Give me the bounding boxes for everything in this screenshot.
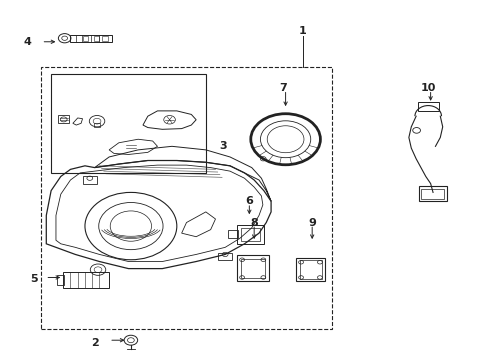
Bar bbox=[421, 189, 443, 199]
Bar bbox=[218, 253, 232, 260]
Bar bbox=[82, 176, 97, 184]
Bar bbox=[94, 123, 100, 127]
Bar bbox=[58, 116, 69, 123]
Bar bbox=[417, 102, 438, 111]
Bar bbox=[240, 228, 260, 241]
Bar bbox=[102, 36, 108, 41]
Bar bbox=[57, 275, 64, 285]
Bar bbox=[82, 36, 88, 41]
Bar bbox=[299, 260, 321, 279]
Text: 6: 6 bbox=[245, 196, 253, 206]
Text: 9: 9 bbox=[307, 217, 315, 228]
Bar bbox=[63, 272, 109, 288]
Bar bbox=[41, 67, 331, 329]
Text: 1: 1 bbox=[298, 26, 306, 36]
Text: 5: 5 bbox=[30, 274, 38, 284]
Bar bbox=[241, 259, 264, 278]
Bar bbox=[418, 186, 446, 201]
Text: 8: 8 bbox=[250, 217, 258, 228]
Bar bbox=[227, 230, 238, 238]
Text: 7: 7 bbox=[279, 83, 286, 93]
Bar bbox=[94, 36, 99, 41]
Text: 2: 2 bbox=[91, 338, 98, 348]
Text: 10: 10 bbox=[420, 83, 435, 93]
Bar bbox=[237, 256, 268, 281]
Bar bbox=[51, 74, 205, 173]
Text: 3: 3 bbox=[219, 141, 226, 151]
Bar bbox=[237, 225, 264, 244]
Bar bbox=[296, 258, 325, 281]
Bar bbox=[70, 35, 111, 42]
Text: 4: 4 bbox=[23, 37, 31, 47]
